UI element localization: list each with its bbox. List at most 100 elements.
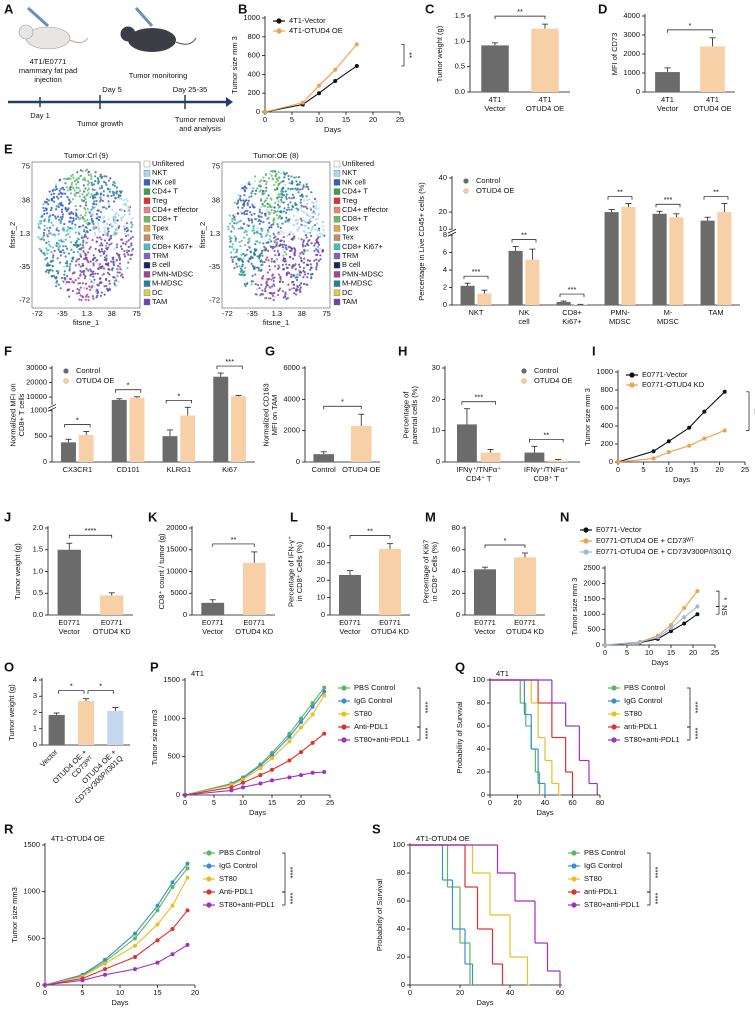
tsne-cell bbox=[309, 220, 312, 223]
tsne-cell bbox=[268, 172, 272, 175]
tsne-cell bbox=[64, 277, 67, 280]
legend-label: PMN-MDSC bbox=[342, 269, 384, 278]
tsne-cell bbox=[310, 242, 313, 245]
tsne-cell bbox=[124, 203, 127, 206]
tsne-cell bbox=[63, 251, 66, 254]
legend-label: CD8+ T bbox=[342, 214, 368, 223]
tsne-cell bbox=[88, 181, 91, 184]
tsne-cell bbox=[101, 175, 104, 179]
tsne-cell bbox=[113, 219, 116, 222]
tsne-cell bbox=[237, 199, 240, 202]
bar bbox=[313, 454, 335, 462]
tsne-cell bbox=[97, 228, 100, 231]
x-tick-label: Ki67 bbox=[222, 465, 237, 474]
tsne-cell bbox=[123, 229, 127, 233]
tsne-cell bbox=[235, 255, 238, 258]
tsne-cell bbox=[316, 228, 319, 232]
tsne-cell bbox=[86, 183, 90, 186]
tsne-cell bbox=[242, 204, 246, 207]
legend-label: CD8+ Ki67+ bbox=[342, 242, 383, 251]
tsne-cell bbox=[231, 220, 234, 223]
tsne-cell bbox=[292, 287, 296, 290]
tsne-cell bbox=[95, 258, 99, 262]
tsne-cell bbox=[75, 244, 78, 247]
tsne-cell bbox=[276, 293, 280, 297]
tsne-cell bbox=[300, 282, 303, 285]
tsne-cell bbox=[56, 257, 59, 260]
tsne-cell bbox=[98, 218, 101, 222]
tsne-cell bbox=[250, 213, 253, 216]
panel-label: D bbox=[598, 1, 607, 16]
data-point bbox=[170, 903, 175, 908]
tsne-cell bbox=[230, 236, 233, 240]
tsne-cell bbox=[115, 284, 118, 287]
tsne-cell bbox=[62, 265, 66, 268]
tsne-cell bbox=[40, 251, 43, 254]
legend-label: OTUD4 OE bbox=[76, 376, 114, 385]
tsne-cell bbox=[302, 211, 305, 214]
tsne-cell bbox=[296, 276, 299, 279]
tsne-cell bbox=[302, 267, 306, 270]
y-tick-label: 0 bbox=[36, 980, 40, 989]
data-point bbox=[185, 942, 190, 947]
tsne-cell bbox=[126, 251, 129, 254]
tsne-cell bbox=[234, 237, 238, 240]
tsne-cell bbox=[99, 210, 102, 214]
tsne-cell bbox=[251, 274, 254, 277]
y-axis-title: Percentage of bbox=[401, 391, 410, 439]
y-tick-label: 200 bbox=[600, 439, 613, 448]
tsne-cell bbox=[130, 249, 133, 252]
step-text: Day 1 bbox=[30, 111, 50, 120]
tsne-cell bbox=[298, 263, 301, 266]
tsne-cell bbox=[306, 276, 309, 279]
tsne-cell bbox=[103, 293, 106, 296]
tsne-cell bbox=[271, 273, 275, 276]
tsne-cell bbox=[112, 260, 115, 264]
chart-title: 4T1-OTUD4 OE bbox=[51, 834, 105, 843]
tsne-cell bbox=[111, 183, 115, 186]
tsne-cell bbox=[90, 280, 93, 283]
x-tick-label: OTUD4 KD bbox=[506, 627, 545, 636]
data-point bbox=[170, 952, 175, 957]
tsne-cell bbox=[70, 183, 73, 186]
tsne-cell bbox=[285, 272, 288, 275]
tsne-cell bbox=[241, 259, 244, 263]
step-text: Tumor growth bbox=[77, 119, 123, 128]
tsne-cell bbox=[251, 204, 254, 207]
tsne-cell bbox=[47, 229, 51, 232]
bar bbox=[231, 396, 246, 462]
tsne-cell bbox=[284, 190, 287, 193]
tsne-cell bbox=[104, 233, 107, 236]
tsne-cell bbox=[86, 179, 90, 183]
x-tick-label: 60 bbox=[568, 798, 576, 807]
tsne-cell bbox=[44, 218, 47, 221]
tsne-cell bbox=[105, 222, 109, 225]
tsne-cell bbox=[107, 195, 110, 198]
tsne-cell bbox=[67, 288, 70, 291]
tsne-cell bbox=[245, 230, 248, 233]
x-tick-label: 0 bbox=[616, 465, 620, 474]
tsne-cell bbox=[262, 189, 265, 193]
y-tick-label: 1000 bbox=[623, 68, 640, 77]
tsne-cell bbox=[117, 280, 120, 283]
tsne-cell bbox=[316, 245, 319, 248]
y-tick-label: 4 bbox=[443, 265, 447, 274]
tsne-cell bbox=[112, 216, 115, 219]
tsne-cell bbox=[70, 248, 73, 251]
tsne-cell bbox=[310, 234, 313, 237]
tsne-cell bbox=[262, 176, 265, 179]
tsne-cell bbox=[82, 249, 85, 252]
tsne-cell bbox=[71, 173, 74, 176]
tsne-cell bbox=[69, 186, 72, 189]
tsne-cell bbox=[284, 295, 287, 298]
tsne-cell bbox=[84, 198, 87, 201]
tsne-cell bbox=[103, 175, 106, 178]
tsne-cell bbox=[72, 216, 75, 220]
tsne-cell bbox=[57, 248, 60, 251]
tsne-cell bbox=[84, 187, 87, 190]
y-tick-label: 10 bbox=[317, 593, 325, 602]
tsne-cell bbox=[91, 238, 94, 242]
x-tick-label: 4T1 bbox=[661, 95, 674, 104]
tsne-cell bbox=[243, 254, 247, 257]
tsne-cell bbox=[64, 255, 67, 258]
